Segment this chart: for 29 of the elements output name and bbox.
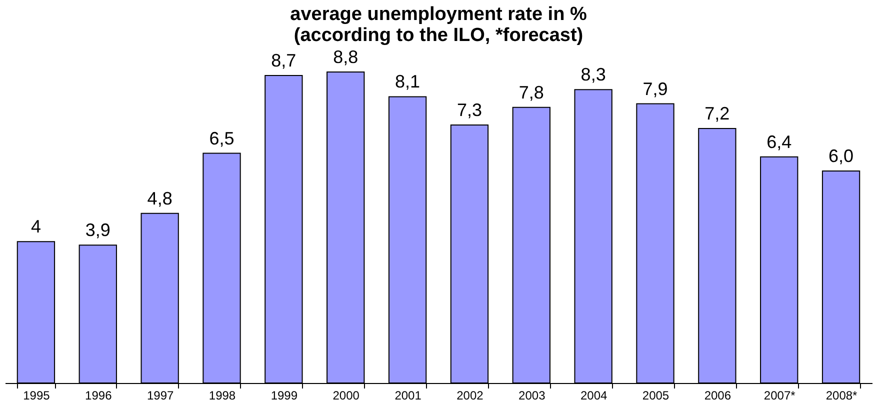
data-label: 8,8 — [333, 47, 358, 67]
x-tick-label: 1999 — [270, 388, 298, 402]
x-tick-label: 2008* — [826, 388, 858, 402]
data-label: 4,8 — [147, 188, 172, 208]
x-tick-label: 2000 — [332, 388, 360, 402]
data-label: 7,2 — [704, 104, 730, 124]
data-label: 8,1 — [395, 72, 420, 92]
x-tick-label: 1996 — [85, 388, 112, 402]
x-tick-label: 2001 — [394, 388, 422, 402]
x-tick-label: 2006 — [704, 388, 732, 402]
x-tick-label: 1998 — [208, 388, 236, 402]
x-tick-label: 2002 — [456, 388, 484, 402]
data-label: 6,5 — [209, 128, 234, 148]
x-tick-label: 2005 — [642, 388, 670, 402]
x-tick-label: 1997 — [146, 388, 174, 402]
data-label: 7,3 — [456, 100, 482, 120]
data-label: 8,7 — [271, 50, 296, 71]
data-label: 7,8 — [518, 82, 544, 102]
x-tick-label: 2007* — [764, 388, 796, 402]
data-label: 3,9 — [85, 220, 110, 240]
data-label: 8,3 — [580, 64, 606, 85]
x-tick-label: 2004 — [580, 388, 608, 402]
data-label: 4 — [30, 216, 41, 237]
chart-title: average unemployment rate in % (according to the ILO, *forecast) — [290, 4, 587, 46]
x-tick-label: 1995 — [23, 388, 50, 402]
data-label: 7,9 — [642, 78, 668, 99]
x-tick-label: 2003 — [518, 388, 546, 402]
data-label: 6,0 — [828, 146, 854, 166]
data-label: 6,4 — [766, 132, 792, 152]
